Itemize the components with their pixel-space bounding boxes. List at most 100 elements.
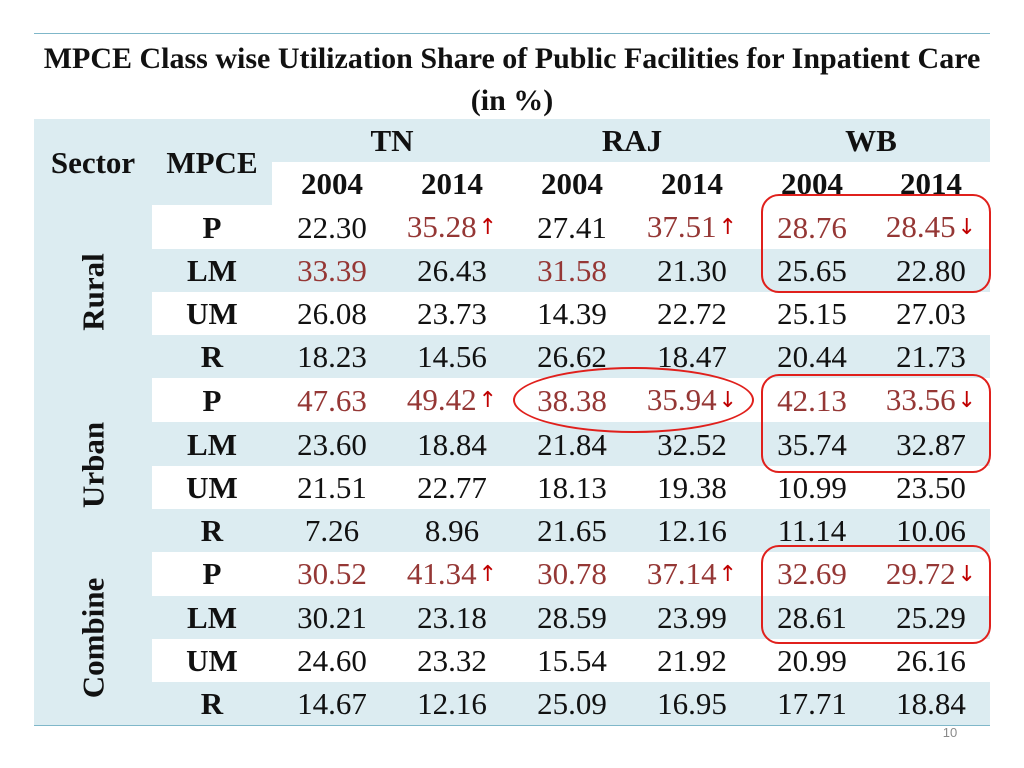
header-state-wb: WB: [845, 123, 897, 159]
sector-cell: Rural: [34, 205, 152, 379]
header-mpce: MPCE: [166, 144, 258, 180]
sector-cell: Combine: [34, 551, 152, 726]
table-cell: 32.87: [872, 422, 991, 466]
up-arrow-icon: ↑: [478, 388, 498, 414]
up-arrow-icon: ↑: [478, 561, 498, 587]
cell-value: 22.72: [657, 296, 727, 332]
annotation-box-combine-wb: [761, 545, 991, 644]
table-cell: 37.14↑: [632, 551, 753, 596]
table-cell: 28.76: [752, 205, 873, 250]
table-cell: 23.32: [392, 638, 513, 682]
cell-value: 21.73: [896, 339, 966, 375]
cell-value: 18.84: [896, 685, 966, 721]
cell-value: 22.77: [417, 469, 487, 505]
table-cell: 20.99: [752, 638, 873, 682]
table-cell: 23.73: [392, 292, 513, 336]
table-cell: 12.16: [392, 681, 513, 726]
table-cell: 19.38: [632, 465, 753, 509]
table-cell: 30.52: [272, 551, 392, 596]
down-arrow-icon: ↓: [957, 561, 977, 587]
cell-value: 25.15: [777, 296, 847, 332]
cell-value: 23.50: [896, 469, 966, 505]
table-cell: 28.59: [512, 595, 633, 639]
cell-value: 20.44: [777, 339, 847, 375]
cell-value: 18.84: [417, 426, 487, 462]
down-arrow-icon: ↓: [957, 388, 977, 414]
cell-value: 18.13: [537, 469, 607, 505]
cell-value: 42.13: [777, 382, 847, 418]
table-cell: 27.41: [512, 205, 633, 250]
up-arrow-icon: ↑: [718, 561, 738, 587]
table-cell: 14.56: [392, 335, 513, 379]
table-cell: 23.99: [632, 595, 753, 639]
cell-value: 47.63: [297, 382, 367, 418]
cell-value: 33.56: [885, 382, 956, 418]
cell-value: 16.95: [657, 685, 727, 721]
cell-value: 27.41: [537, 209, 607, 245]
up-arrow-icon: ↑: [718, 215, 738, 241]
table-cell: 21.30: [632, 249, 753, 293]
mpce-class: LM: [152, 595, 272, 639]
cell-value: 31.58: [537, 253, 607, 289]
cell-value: 27.03: [896, 296, 966, 332]
mpce-class: UM: [152, 465, 272, 509]
table-cell: 32.69: [752, 551, 873, 596]
table-cell: 7.26: [272, 508, 392, 552]
cell-value: 8.96: [424, 512, 480, 548]
table-cell: 28.45↓: [872, 205, 991, 250]
table-cell: 25.09: [512, 681, 633, 726]
down-arrow-icon: ↓: [957, 215, 977, 241]
cell-value: 29.72: [885, 555, 956, 591]
cell-value: 20.99: [777, 642, 847, 678]
header-year: 2014: [392, 162, 513, 206]
mpce-class: UM: [152, 292, 272, 336]
table-cell: 21.92: [632, 638, 753, 682]
table-cell: 16.95: [632, 681, 753, 726]
header-sector: Sector: [50, 144, 136, 180]
cell-value: 17.71: [777, 685, 847, 721]
table-cell: 29.72↓: [872, 551, 991, 596]
table-cell: 49.42↑: [392, 378, 513, 423]
mpce-class: R: [152, 335, 272, 379]
cell-value: 35.74: [777, 426, 847, 462]
cell-value: 11.14: [777, 512, 847, 548]
table-cell: 23.60: [272, 422, 392, 466]
table-cell: 27.03: [872, 292, 991, 336]
annotation-box-urban-wb: [761, 374, 991, 473]
cell-value: 19.38: [657, 469, 727, 505]
table-cell: 25.29: [872, 595, 991, 639]
table-cell: 25.15: [752, 292, 873, 336]
mpce-class: R: [152, 508, 272, 552]
cell-value: 22.30: [297, 209, 367, 245]
cell-value: 26.08: [297, 296, 367, 332]
table-cell: 15.54: [512, 638, 633, 682]
table-cell: 14.39: [512, 292, 633, 336]
table-cell: 26.08: [272, 292, 392, 336]
up-arrow-icon: ↑: [478, 215, 498, 241]
cell-value: 28.76: [777, 209, 847, 245]
table-cell: 47.63: [272, 378, 392, 423]
cell-value: 23.99: [657, 599, 727, 635]
table-cell: 30.78: [512, 551, 633, 596]
cell-value: 14.39: [537, 296, 607, 332]
cell-value: 28.59: [537, 599, 607, 635]
table-cell: 26.16: [872, 638, 991, 682]
table-cell: 21.73: [872, 335, 991, 379]
sector-label: Urban: [75, 422, 111, 509]
cell-value: 23.73: [417, 296, 487, 332]
header-state-tn: TN: [370, 123, 414, 159]
mpce-class: UM: [152, 638, 272, 682]
cell-value: 25.65: [777, 253, 847, 289]
table-cell: 22.72: [632, 292, 753, 336]
table-cell: 37.51↑: [632, 205, 753, 250]
table-cell: 22.77: [392, 465, 513, 509]
table-cell: 12.16: [632, 508, 753, 552]
table-cell: 21.84: [512, 422, 633, 466]
table-cell: 8.96: [392, 508, 513, 552]
cell-value: 12.16: [417, 685, 487, 721]
table-cell: 20.44: [752, 335, 873, 379]
table-cell: 41.34↑: [392, 551, 513, 596]
table-cell: 22.30: [272, 205, 392, 250]
cell-value: 10.06: [896, 512, 966, 548]
table-cell: 31.58: [512, 249, 633, 293]
